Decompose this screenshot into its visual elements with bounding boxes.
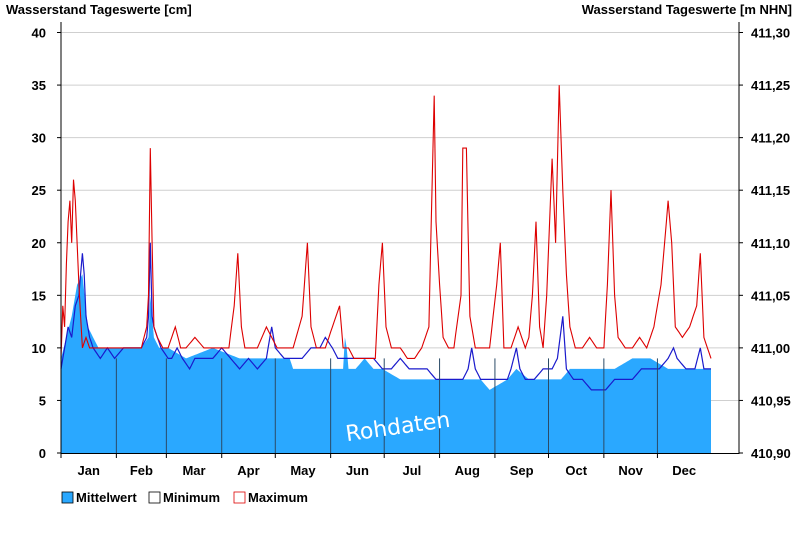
month-label: Oct xyxy=(565,463,587,478)
right-tick-label: 411,10 xyxy=(751,236,790,251)
left-axis-ticks: 0 5 10 15 20 25 30 35 40 xyxy=(32,26,61,461)
month-label: Jul xyxy=(403,463,422,478)
right-tick-label: 410,95 xyxy=(751,393,791,408)
month-label: Jun xyxy=(346,463,369,478)
right-tick-label: 411,20 xyxy=(751,131,790,146)
legend-swatch-maximum xyxy=(233,491,246,504)
legend-label-mittelwert: Mittelwert xyxy=(76,490,137,505)
left-tick-label: 10 xyxy=(32,341,46,356)
series-minimum-line xyxy=(60,242,711,391)
right-axis-title: Wasserstand Tageswerte [m NHN] xyxy=(582,2,792,17)
right-tick-label: 411,15 xyxy=(751,183,790,198)
left-tick-label: 25 xyxy=(32,183,46,198)
right-tick-label: 411,30 xyxy=(751,26,790,41)
legend: Mittelwert Minimum Maximum xyxy=(61,490,308,505)
legend-swatch-minimum xyxy=(148,491,161,504)
series-maximum-line xyxy=(60,85,712,359)
legend-label-minimum: Minimum xyxy=(163,490,220,505)
legend-item-mittelwert: Mittelwert xyxy=(61,490,137,505)
legend-swatch-mittelwert xyxy=(61,491,74,504)
grid-lines xyxy=(61,32,739,401)
right-tick-label: 411,05 xyxy=(751,288,790,303)
left-axis-title: Wasserstand Tageswerte [cm] xyxy=(6,2,192,17)
month-labels: Jan Feb Mar Apr May Jun Jul Aug Sep Oct Nov Dec xyxy=(60,453,696,478)
month-label: Dec xyxy=(672,463,696,478)
month-label: Aug xyxy=(455,463,480,478)
month-label: May xyxy=(290,463,316,478)
left-tick-label: 20 xyxy=(32,236,46,251)
right-tick-label: 411,25 xyxy=(751,78,790,93)
right-axis-ticks: 410,90 410,95 411,00 411,05 411,10 411,15 411,… xyxy=(739,26,791,461)
month-label: Sep xyxy=(510,463,534,478)
plot-area xyxy=(60,85,712,453)
month-label: Jan xyxy=(77,463,99,478)
right-tick-label: 410,90 xyxy=(751,446,791,461)
month-label: Mar xyxy=(182,463,205,478)
legend-item-minimum: Minimum xyxy=(148,490,220,505)
legend-label-maximum: Maximum xyxy=(248,490,308,505)
left-tick-label: 0 xyxy=(39,446,46,461)
month-label: Feb xyxy=(130,463,153,478)
legend-item-maximum: Maximum xyxy=(233,490,308,505)
left-tick-label: 5 xyxy=(39,393,46,408)
month-separators xyxy=(115,358,658,453)
left-tick-label: 40 xyxy=(32,26,46,41)
left-tick-label: 35 xyxy=(32,78,46,93)
left-tick-label: 30 xyxy=(32,131,46,146)
left-tick-label: 15 xyxy=(32,288,46,303)
right-tick-label: 411,00 xyxy=(751,341,790,356)
month-label: Apr xyxy=(237,463,259,478)
month-label: Nov xyxy=(618,463,643,478)
